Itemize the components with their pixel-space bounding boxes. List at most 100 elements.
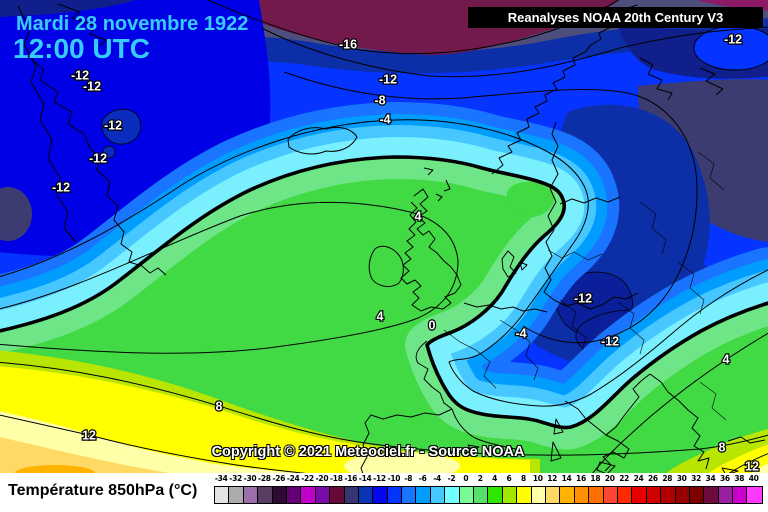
- legend-step-label: 30: [676, 474, 687, 483]
- legend-color-cell: [646, 487, 662, 503]
- legend-color-cell: [373, 487, 388, 503]
- legend-step-label: 38: [734, 474, 745, 483]
- map-date: Mardi 28 novembre 1922: [16, 13, 249, 35]
- legend-color-cell: [474, 487, 489, 503]
- legend-color-cell: [689, 487, 705, 503]
- contour-value-label: -12: [83, 80, 101, 94]
- legend-color-cell: [718, 487, 734, 503]
- legend-color-cell: [416, 487, 431, 503]
- legend-color-cell: [589, 487, 604, 503]
- legend-color-cell: [488, 487, 503, 503]
- legend-color-cell: [459, 487, 475, 503]
- contour-value-label: -12: [52, 181, 70, 195]
- legend-color-cell: [243, 487, 259, 503]
- legend-color-cell: [258, 487, 273, 503]
- legend-step-label: -8: [404, 474, 413, 483]
- contour-value-label: -12: [574, 292, 592, 306]
- legend-color-cell: [286, 487, 302, 503]
- legend-color-cell: [402, 487, 417, 503]
- legend-step-label: 6: [506, 474, 512, 483]
- legend-step-label: -32: [229, 474, 242, 483]
- legend-color-cell: [632, 487, 647, 503]
- contour-value-label: -12: [601, 335, 619, 349]
- weather-map: -12 -12 -12 -12 -12 -16 -12 -8 -4 -12 -12 -12 -4 4 4 0 8…: [0, 0, 768, 473]
- legend-color-cell: [502, 487, 518, 503]
- legend-step-label: -14: [358, 474, 372, 483]
- legend-step-label: 22: [619, 474, 630, 483]
- country-borders: [443, 151, 727, 421]
- map-time: 12:00 UTC: [13, 33, 150, 64]
- legend-color-cell: [430, 487, 446, 503]
- legend-step-label: 16: [576, 474, 586, 483]
- legend-step-label: -30: [243, 474, 257, 483]
- legend-step-label: 28: [662, 474, 673, 483]
- legend-color-cell: [215, 487, 230, 503]
- legend-step-label: -22: [301, 474, 314, 483]
- legend-step-label: -28: [258, 474, 271, 483]
- contour-value-label: 12: [82, 429, 96, 443]
- contour-labels: -12-12-12-12-12-16-12-8-4-12-12-12-44408…: [51, 31, 760, 474]
- contour-value-label: -12: [104, 119, 122, 133]
- legend-step-label: 8: [520, 474, 526, 483]
- legend-step-label: -20: [315, 474, 329, 483]
- legend-step-label: -18: [329, 474, 343, 483]
- legend-step-label: 0: [463, 474, 469, 483]
- legend-step-label: 26: [647, 474, 658, 483]
- reanalysis-banner: Reanalyses NOAA 20th Century V3: [468, 7, 763, 28]
- legend-color-cell: [574, 487, 590, 503]
- copyright-watermark: Copyright © 2021 Meteociel.fr - Source N…: [211, 444, 525, 460]
- legend-step-label: 40: [748, 474, 759, 483]
- legend-color-cell: [733, 487, 748, 503]
- legend-color-cell: [603, 487, 618, 503]
- temperature-legend: -34 -32 -30 -28 -26 -24 -22 -20 -18 -16 -14 -12 -10-…: [214, 474, 763, 504]
- legend-title: Température 850hPa (°C): [8, 482, 198, 499]
- legend-step-label: 4: [492, 474, 498, 483]
- contour-value-label: -12: [379, 73, 397, 87]
- legend-step-label: -34: [214, 474, 228, 483]
- legend-step-label: -24: [286, 474, 300, 483]
- legend-color-cell: [747, 487, 762, 503]
- legend-labels: -34 -32 -30 -28 -26 -24 -22 -20 -18 -16 -14 -12 -10-…: [214, 474, 763, 486]
- contour-value-label: 8: [719, 441, 726, 455]
- contour-value-label: 12: [745, 460, 759, 474]
- contour-value-label: -12: [89, 152, 107, 166]
- legend-step-label: -16: [344, 474, 358, 483]
- legend-color-cell: [229, 487, 244, 503]
- contour-value-label: -4: [515, 327, 526, 341]
- legend-color-cell: [445, 487, 460, 503]
- contour-value-label: 8: [216, 400, 223, 414]
- legend-color-cell: [330, 487, 345, 503]
- legend-step-label: -6: [418, 474, 427, 483]
- contour-value-label: -12: [724, 33, 742, 47]
- legend-color-cell: [545, 487, 561, 503]
- legend-color-cell: [358, 487, 374, 503]
- legend-color-cell: [675, 487, 690, 503]
- contour-value-label: 4: [723, 353, 730, 367]
- contour-value-label: -16: [339, 38, 357, 52]
- coastlines: [17, 3, 766, 473]
- contour-value-label: -8: [374, 94, 385, 108]
- contour-value-label: -4: [379, 113, 390, 127]
- legend-color-cell: [517, 487, 532, 503]
- contour-value-label: 4: [377, 310, 384, 324]
- legend-step-label: -12: [373, 474, 386, 483]
- legend-step-label: -4: [433, 474, 441, 483]
- map-canvas: -12-12-12-12-12-16-12-8-4-12-12-12-44408…: [0, 0, 768, 473]
- legend-color-cell: [560, 487, 575, 503]
- legend-step-label: 14: [561, 474, 572, 483]
- legend-step-label: 2: [477, 474, 483, 483]
- legend-step-label: 10: [532, 474, 543, 483]
- legend-bar: [214, 486, 763, 504]
- legend-color-cell: [661, 487, 676, 503]
- legend-step-label: -2: [447, 474, 456, 483]
- legend-color-cell: [531, 487, 546, 503]
- contour-value-label: 4: [415, 210, 422, 224]
- legend-step-label: 24: [633, 474, 644, 483]
- legend-step-label: 34: [705, 474, 716, 483]
- legend-color-cell: [617, 487, 633, 503]
- contour-value-label: 0: [429, 319, 436, 333]
- legend-color-cell: [272, 487, 287, 503]
- legend-color-cell: [704, 487, 719, 503]
- legend-color-cell: [315, 487, 331, 503]
